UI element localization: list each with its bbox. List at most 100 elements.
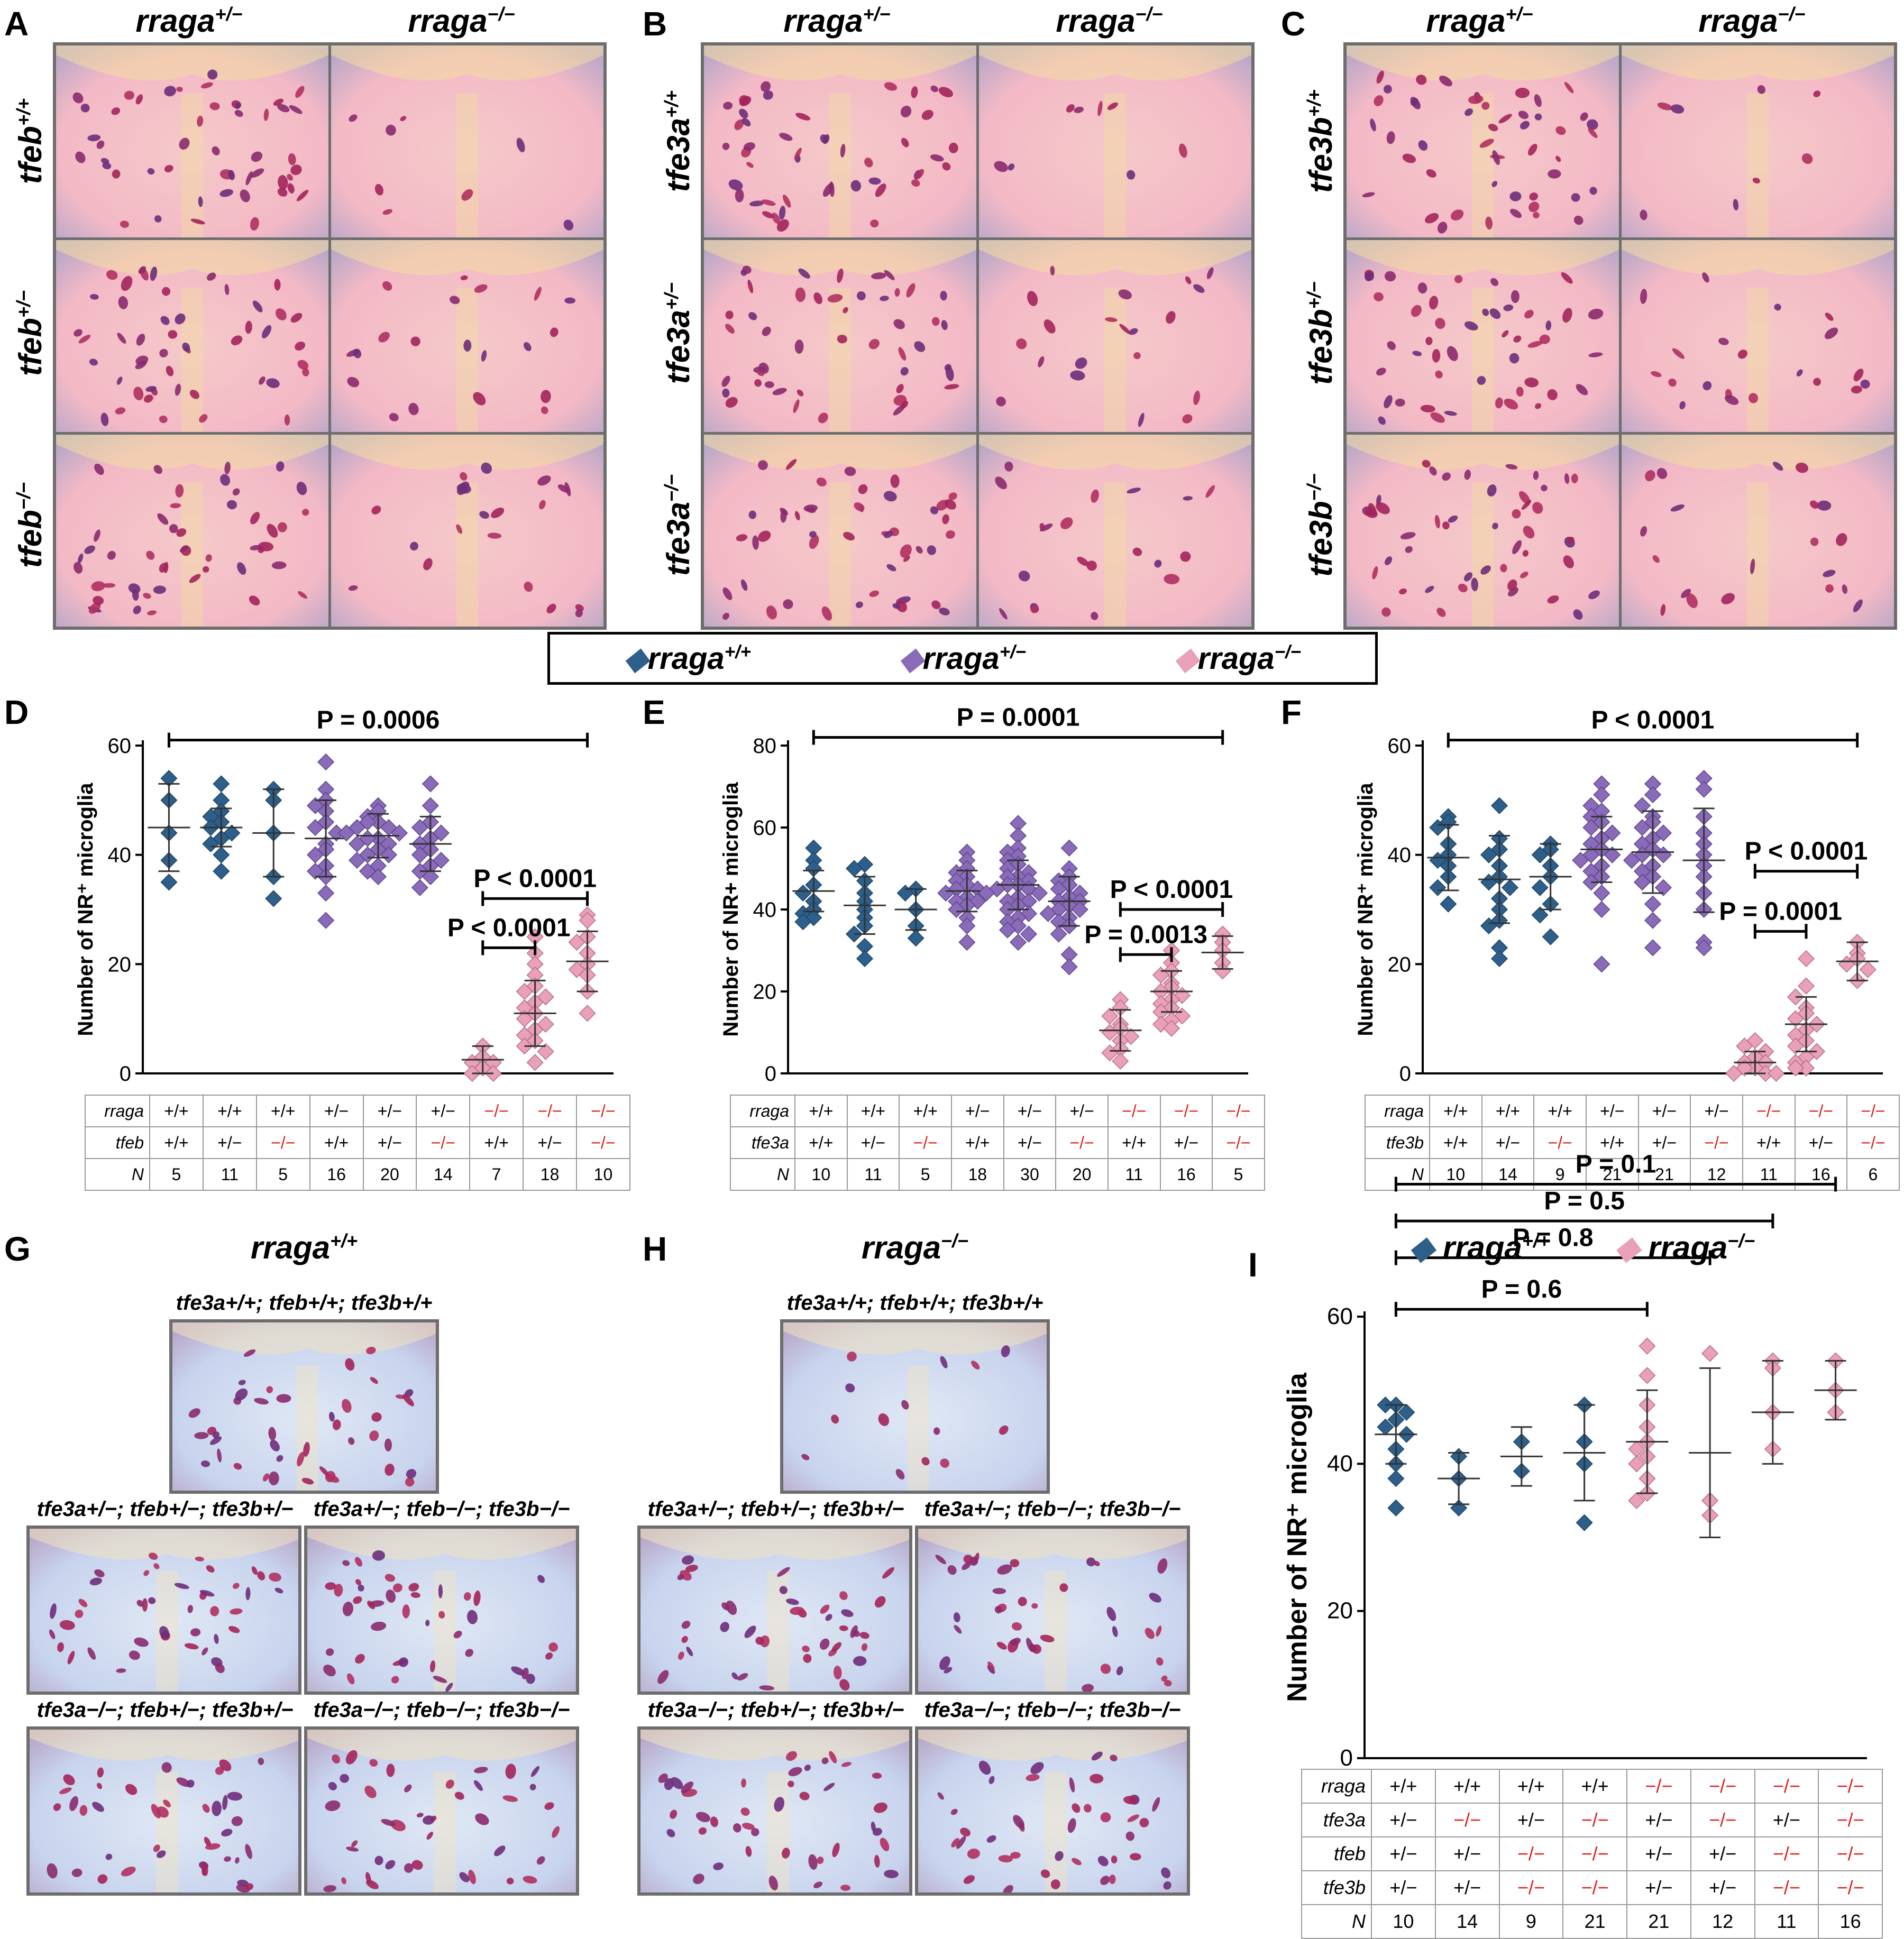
data-point	[213, 775, 230, 793]
table-cell: 5	[899, 1158, 952, 1191]
micrograph-image	[1622, 435, 1894, 627]
data-point	[484, 1064, 502, 1082]
p-value-label: P < 0.0001	[1110, 876, 1233, 904]
table-cell: +/−	[1003, 1126, 1057, 1159]
data-point	[1531, 879, 1549, 896]
panel-i-legend: ◆ rraga+/+ ◆ rraga−/−	[1409, 1229, 1755, 1266]
data-point	[1736, 1059, 1753, 1077]
table-cell: +/−	[1498, 1803, 1564, 1837]
panel-h-caption-0: tfe3a+/+; tfeb+/+; tfe3b+/+	[786, 1291, 1043, 1315]
table-cell: 10	[576, 1158, 630, 1191]
table-row-header: tfe3b	[1301, 1870, 1372, 1905]
panel-g-title: rraga+/+	[26, 1229, 582, 1266]
panel-g-caption-4: tfe3a−/−; tfeb−/−; tfe3b−/−	[313, 1698, 570, 1722]
data-point	[1644, 895, 1662, 913]
diamond-wt-icon: ◆	[624, 641, 648, 676]
micrograph-image	[780, 1319, 1050, 1494]
panel-letter-g: G	[4, 1230, 31, 1268]
panel-i-legend-gene-wt: rraga	[1442, 1230, 1522, 1265]
panel-c-row-label-2-sup: −/−	[1303, 473, 1325, 501]
data-point	[1387, 1499, 1405, 1517]
genotype-table-d: rraga +/+ +/+ +/+ +/− +/− +/− −/− −/− −/− tfeb +/+ +…	[85, 1095, 630, 1191]
table-cell: +/−	[1434, 1870, 1500, 1905]
table-cell: 16	[1159, 1158, 1213, 1191]
data-point	[1725, 1064, 1743, 1082]
micrograph-image	[1622, 240, 1894, 432]
panel-c-row-label-0-gene: tfe3b	[1303, 116, 1339, 193]
table-cell: 5	[1212, 1158, 1265, 1191]
data-point	[422, 775, 439, 793]
y-tick-label: 20	[753, 980, 777, 1004]
table-cell: 14	[1434, 1904, 1500, 1939]
table-cell: −/−	[1846, 1095, 1900, 1127]
data-point	[1787, 1059, 1805, 1077]
table-cell: −/−	[1742, 1095, 1796, 1127]
panel-g-caption-2: tfe3a+/−; tfeb−/−; tfe3b−/−	[313, 1497, 570, 1521]
panel-a-row-label-2: tfeb−/−	[3, 433, 48, 618]
data-point	[1531, 906, 1549, 924]
panel-c-col-label-1-gene: rraga	[1698, 3, 1778, 39]
diamond-het-icon: ◆	[899, 641, 923, 676]
y-tick-label: 80	[753, 734, 777, 758]
table-cell: 11	[846, 1158, 900, 1191]
data-point	[1542, 928, 1559, 945]
table-cell: +/+	[1107, 1126, 1161, 1159]
data-point	[348, 851, 366, 869]
panel-c-col-label-1: rraga−/−	[1616, 3, 1888, 39]
table-cell: +/−	[1637, 1126, 1691, 1159]
data-point	[317, 753, 335, 771]
table-row-header: N	[1301, 1904, 1372, 1939]
data-point	[896, 884, 914, 902]
y-tick-label: 20	[1388, 953, 1412, 976]
panel-c-row-label-1-sup: +/−	[1303, 281, 1325, 309]
table-cell: +/+	[794, 1095, 848, 1127]
data-point	[568, 961, 585, 978]
micrograph-image	[169, 1319, 439, 1494]
panel-h-title-gene: rraga	[861, 1230, 941, 1265]
panel-b-col-label-1-gene: rraga	[1056, 3, 1136, 39]
table-cell: +/−	[1794, 1126, 1848, 1159]
data-point	[307, 819, 324, 837]
table-cell: +/+	[1498, 1769, 1564, 1804]
table-cell: 7	[469, 1158, 524, 1191]
data-point	[1628, 1455, 1645, 1473]
table-cell: 12	[1690, 1904, 1755, 1939]
y-tick-label: 0	[1340, 1745, 1353, 1771]
chart-f: 0 20 40 60 Number of NR⁺ microglia P < 0.0001…	[1354, 706, 1883, 1086]
table-cell: −/−	[1690, 1803, 1755, 1837]
data-point	[1633, 874, 1651, 891]
micrograph-image	[915, 1526, 1190, 1695]
panel-b-col-label-1-sup: −/−	[1135, 3, 1163, 25]
panel-a-row-label-0-sup: +/+	[13, 98, 34, 126]
data-point	[1429, 879, 1447, 896]
panel-h-caption-2: tfe3a+/−; tfeb−/−; tfe3b−/−	[924, 1497, 1181, 1521]
y-axis-label: Number of NR⁺ microglia	[1282, 1372, 1313, 1702]
table-cell: −/−	[1159, 1095, 1213, 1127]
table-cell: 6	[1846, 1158, 1900, 1191]
table-cell: +/−	[846, 1126, 900, 1159]
y-tick-label: 20	[1327, 1598, 1353, 1624]
data-point	[999, 921, 1017, 939]
table-cell: 30	[1003, 1158, 1057, 1191]
panel-a-col-label-1-sup: −/−	[487, 3, 515, 25]
data-point	[794, 913, 812, 931]
data-point	[1623, 851, 1641, 869]
data-point	[1112, 1052, 1129, 1070]
legend-gene-het: rraga	[922, 641, 1000, 676]
panel-a-row-label-1-sup: +/−	[13, 290, 34, 318]
panel-b-row-label-0-gene: tfe3a	[661, 117, 696, 192]
data-point	[1593, 884, 1610, 902]
data-point	[1768, 1064, 1785, 1082]
table-cell: −/−	[1055, 1126, 1109, 1159]
micrograph-image	[979, 45, 1251, 237]
panel-h-title-sup: −/−	[941, 1230, 969, 1252]
table-cell: −/−	[1818, 1836, 1883, 1871]
p-value-label: P = 0.0001	[957, 704, 1080, 732]
panel-a-micrograph-grid	[53, 42, 607, 630]
p-value-label: P = 0.6	[1481, 1275, 1562, 1303]
data-point	[805, 909, 822, 926]
data-point	[958, 933, 976, 951]
p-value-label: P < 0.0001	[473, 865, 597, 893]
table-cell: −/−	[1562, 1836, 1627, 1871]
chart-i: 0 20 40 60 Number of NR⁺ microglia P = 0.1 P =…	[1282, 1151, 1867, 1771]
